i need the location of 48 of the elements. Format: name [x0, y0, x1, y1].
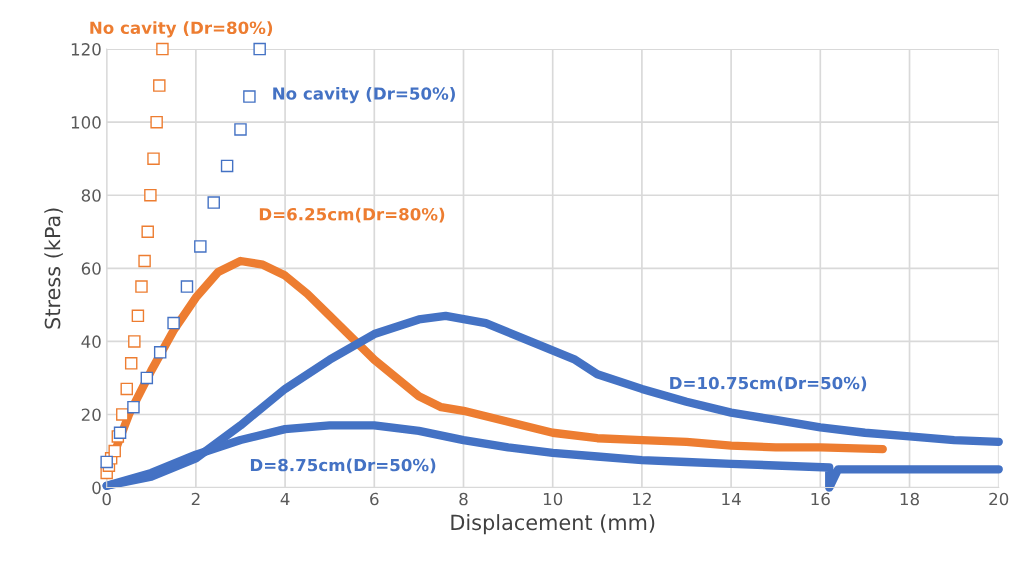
x-tick-label: 18	[900, 492, 919, 506]
y-tick-label: 20	[81, 408, 101, 422]
x-tick-label: 0	[102, 492, 111, 506]
point	[167, 316, 180, 330]
series-label: D=10.75cm(Dr=50%)	[670, 376, 867, 392]
point	[128, 335, 141, 348]
text: D=6.25cm(Dr=80%)	[259, 207, 445, 223]
series-label: No cavity (Dr=50%)	[273, 86, 455, 104]
y-tick-label: 100	[71, 116, 101, 129]
point	[180, 280, 194, 293]
y-tick-label: 80	[81, 189, 101, 202]
x-tick-label: 20	[989, 492, 1009, 506]
point	[220, 159, 234, 173]
point	[140, 371, 154, 385]
point	[120, 382, 134, 396]
x-tick-label: 4	[280, 492, 290, 506]
x-tick-label: 10	[543, 492, 563, 506]
x-axis-title: Displacement (mm)	[451, 514, 655, 535]
point	[144, 188, 157, 202]
y-tick-label: 40	[81, 335, 101, 348]
x-tick-label: 16	[811, 492, 830, 506]
point	[108, 444, 121, 458]
point	[131, 309, 145, 323]
point	[135, 280, 148, 293]
point	[100, 455, 113, 469]
point	[150, 115, 163, 129]
point	[147, 152, 160, 165]
point	[124, 357, 138, 370]
point	[127, 400, 140, 414]
y-axis-title: Stress (kPa)	[44, 208, 63, 329]
series-label: D=8.75cm(Dr=50%)	[250, 458, 436, 474]
point	[153, 79, 166, 92]
series-label: No cavity (Dr=80%)	[90, 21, 273, 38]
x-tick-label: 6	[370, 492, 379, 506]
point	[153, 346, 167, 359]
y-tick-label: 60	[81, 262, 101, 275]
x-tick-label: 8	[459, 492, 468, 506]
point	[116, 408, 129, 421]
x-tick-label: 14	[722, 492, 741, 506]
point	[141, 225, 154, 239]
point	[156, 42, 169, 56]
y-tick-label: 120	[71, 43, 101, 56]
x-tick-label: 2	[191, 492, 200, 506]
x-tick-label: 12	[633, 492, 651, 506]
point	[113, 426, 127, 440]
point	[253, 42, 266, 56]
y-tick-label: 0	[92, 481, 101, 495]
point	[138, 254, 151, 268]
